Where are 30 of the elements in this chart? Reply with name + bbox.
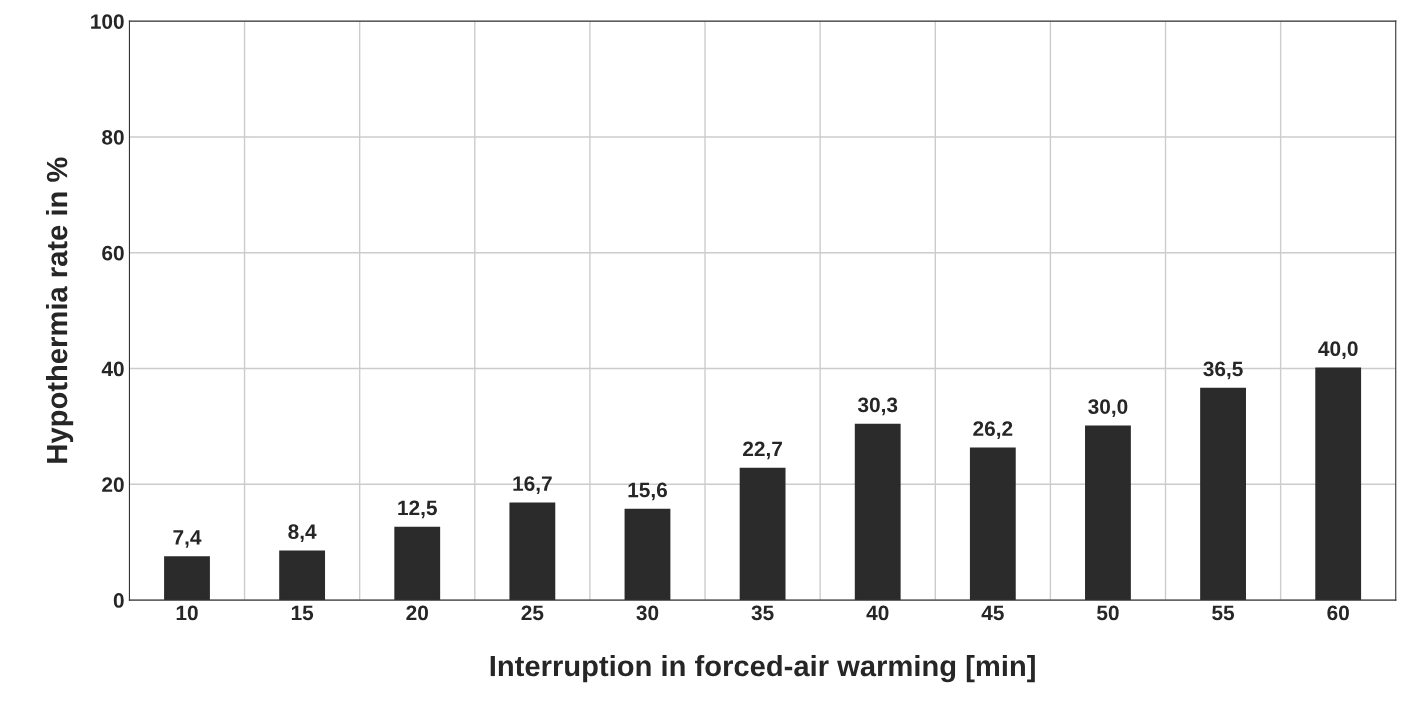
- data-label: 30,3: [857, 397, 898, 416]
- data-label: 15,6: [628, 482, 667, 501]
- x-tick-label: 15: [291, 605, 314, 621]
- x-tick-label: 50: [1097, 605, 1119, 621]
- x-axis-title: Interruption in forced-air warming [min]: [490, 654, 1035, 683]
- data-label: 12,5: [398, 500, 437, 519]
- x-tick-label: 10: [176, 605, 198, 621]
- x-tick-label: 45: [981, 605, 1004, 621]
- y-tick-label: 40: [101, 361, 124, 377]
- x-tick-label: 30: [636, 605, 659, 621]
- data-label: 8,4: [288, 524, 317, 543]
- y-tick-label: 100: [91, 14, 124, 29]
- data-label: 16,7: [513, 476, 552, 494]
- data-label: 40,0: [1318, 341, 1358, 360]
- data-label: 22,7: [743, 441, 782, 460]
- x-tick-label: 40: [866, 605, 889, 621]
- data-label: 7,4: [173, 530, 202, 548]
- x-tick-label: 20: [406, 605, 428, 621]
- y-tick-label: 80: [102, 129, 124, 145]
- x-tick-label: 60: [1327, 605, 1349, 621]
- y-tick-label: 60: [102, 245, 124, 261]
- y-axis-title: Hypothermia rate in %: [45, 157, 74, 463]
- y-tick-label: 20: [102, 477, 124, 493]
- data-label: 30,0: [1088, 399, 1128, 417]
- y-tick-label: 0: [113, 593, 124, 608]
- data-label: 36,5: [1203, 361, 1243, 380]
- data-label: 26,2: [973, 421, 1013, 439]
- x-tick-label: 25: [521, 605, 544, 621]
- x-tick-label: 35: [751, 605, 774, 621]
- x-tick-label: 55: [1212, 605, 1235, 621]
